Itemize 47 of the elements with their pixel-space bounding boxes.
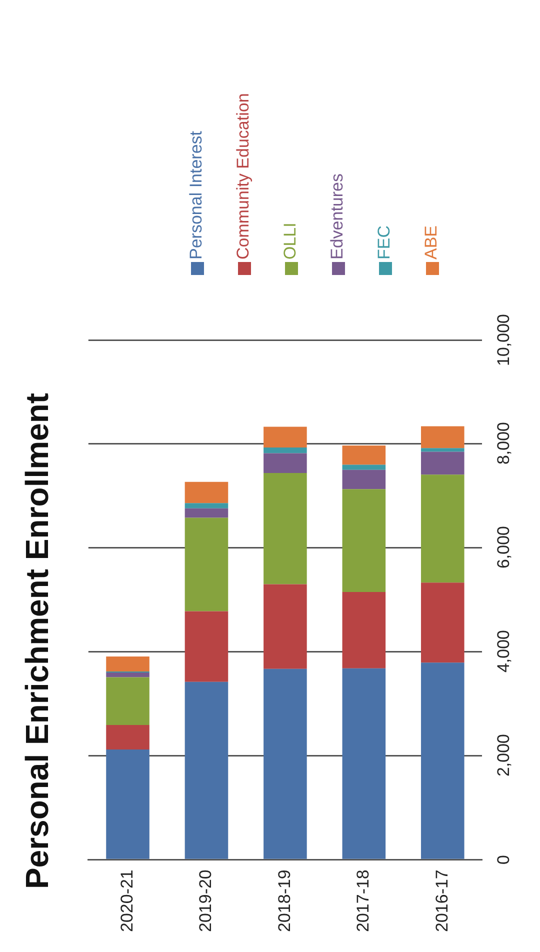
bar [264, 448, 307, 454]
x-tick-label: 2016-17 [432, 870, 452, 932]
bar [264, 453, 307, 474]
y-tick-label: 4,000 [494, 630, 514, 673]
y-tick-label: 8,000 [494, 422, 514, 465]
text: Personal Enrichment Enrollment [19, 392, 56, 890]
bar [106, 725, 150, 750]
bar [420, 662, 464, 859]
y-tick-label: 10,000 [494, 314, 514, 366]
text: Personal Interest [186, 130, 206, 260]
bar [420, 448, 464, 452]
bar [264, 426, 307, 448]
text: ABE [422, 225, 441, 260]
text: OLLI [280, 222, 300, 260]
bar [184, 508, 228, 518]
bar [264, 584, 307, 669]
bar [264, 473, 307, 584]
bar [342, 464, 386, 470]
bar [106, 656, 150, 672]
bar [184, 682, 228, 859]
bar [420, 582, 464, 663]
bar [184, 518, 228, 612]
bar [184, 611, 228, 682]
y-tick-label: 0 [494, 855, 514, 865]
bar [106, 677, 150, 726]
text: Community Education [234, 93, 253, 260]
bar [420, 426, 464, 448]
text: Edventures [328, 174, 347, 260]
bar [342, 668, 386, 859]
bar [420, 452, 464, 475]
x-tick-label: 2019-20 [196, 870, 216, 932]
text: FEC [374, 226, 394, 260]
bar [264, 668, 307, 859]
y-tick-label: 6,000 [494, 526, 514, 569]
bar [184, 503, 228, 508]
y-tick-label: 2,000 [494, 734, 514, 777]
x-tick-label: 2017-18 [354, 870, 373, 932]
bar [184, 482, 228, 504]
bar [342, 489, 386, 592]
x-tick-label: 2018-19 [274, 870, 294, 932]
bar [342, 470, 386, 490]
bar [420, 474, 464, 583]
bar [106, 672, 150, 678]
x-tick-label: 2020-21 [117, 870, 136, 932]
bar [342, 445, 386, 465]
bar [342, 592, 386, 668]
bar [106, 749, 150, 859]
